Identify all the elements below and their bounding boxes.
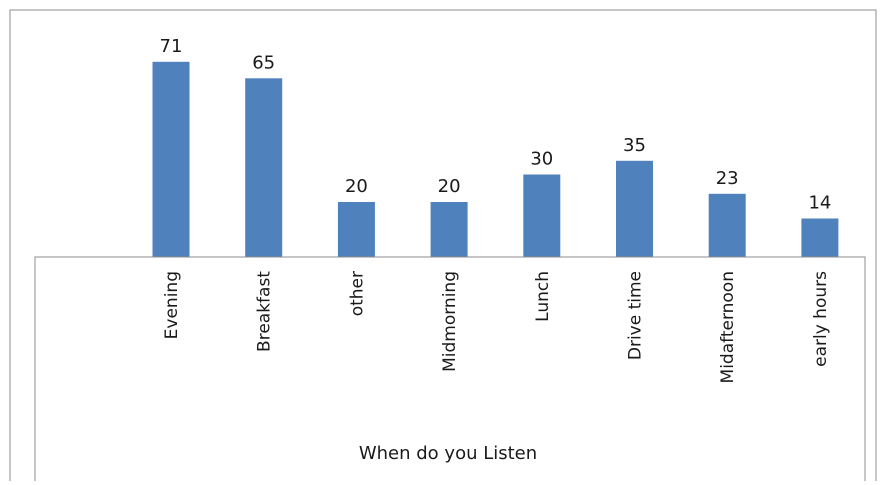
bar-other	[337, 202, 375, 257]
category-axis-box	[34, 256, 866, 485]
value-label: 35	[623, 135, 646, 156]
category-label: other	[347, 271, 367, 316]
category-label: Midafternoon	[718, 271, 738, 383]
category-label: Breakfast	[255, 271, 275, 352]
category-label: Drive time	[626, 271, 646, 360]
category-labels-layer: Evening Breakfast other Midmorning Lunch Driv…	[162, 271, 831, 384]
category-label: Evening	[162, 271, 182, 339]
value-label: 71	[160, 36, 183, 57]
bar-evening	[152, 61, 190, 258]
bar-midafternoon	[708, 193, 746, 258]
value-label: 14	[808, 193, 831, 214]
value-label: 20	[345, 176, 368, 197]
category-label: early hours	[811, 271, 831, 367]
chart-border	[9, 9, 877, 481]
value-label: 23	[716, 168, 739, 189]
category-label: Lunch	[533, 271, 553, 322]
bar-breakfast	[245, 78, 283, 258]
x-axis-title: When do you Listen	[359, 443, 537, 464]
value-label: 30	[530, 149, 553, 170]
bar-lunch	[523, 174, 561, 257]
bar-drive-time	[616, 160, 653, 258]
value-label: 65	[252, 52, 275, 73]
value-label: 20	[438, 176, 461, 197]
bars-layer	[152, 61, 839, 258]
bar-midmorning	[430, 202, 468, 257]
bar-early-hours	[801, 218, 839, 257]
value-labels-layer: 71 65 20 20 30 35 23 14	[160, 36, 832, 214]
category-label: Midmorning	[440, 271, 460, 372]
